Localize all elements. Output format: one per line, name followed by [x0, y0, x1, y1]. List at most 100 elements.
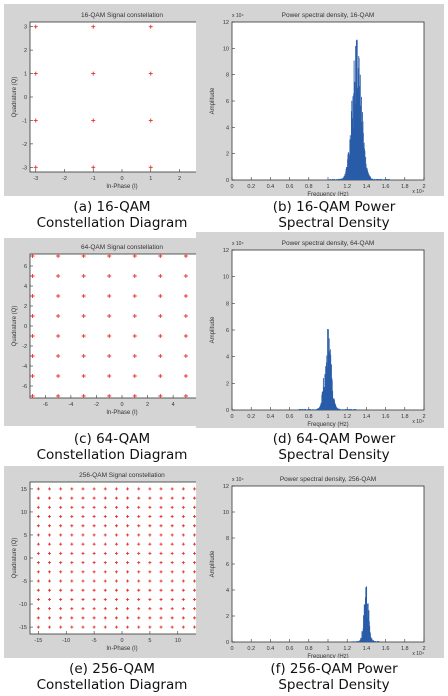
constellation-point — [183, 254, 188, 258]
caption-f-line1: (f) 256-QAM Power — [270, 661, 398, 677]
constellation-point — [126, 487, 130, 491]
constellation-point — [92, 533, 96, 537]
constellation-point — [137, 542, 141, 546]
constellation-point — [81, 625, 85, 629]
constellation-point — [81, 254, 86, 258]
constellation-point — [30, 374, 35, 378]
constellation-point — [103, 561, 107, 565]
constellation-point — [48, 515, 52, 519]
psd-bars — [298, 328, 357, 410]
constellation-point — [36, 551, 40, 555]
constellation-point — [103, 524, 107, 528]
psd-chart-16qam: Power spectral density, 16-QAM x 10⁴ x 10⁴… — [210, 12, 426, 196]
constellation-point — [114, 570, 118, 574]
constellation-point — [30, 274, 35, 278]
caption-a-line2: Constellation Diagram — [36, 215, 188, 231]
constellation-point — [181, 505, 185, 509]
x-tick-label: 1 — [326, 414, 329, 420]
y-tick-label: 10 — [223, 46, 229, 52]
y-tick-label: 10 — [21, 510, 27, 516]
y-tick-label: 4 — [226, 588, 229, 594]
chart-title: 16-QAM Signal constellation — [81, 12, 163, 19]
y-axis-label: Amplitude — [210, 316, 216, 343]
constellation-point — [59, 524, 63, 528]
constellation-point — [170, 597, 174, 601]
x-axis-label: Frequency (Hz) — [307, 654, 348, 658]
x-axis-label: In-Phase (I) — [106, 410, 137, 416]
constellation-point — [33, 165, 38, 170]
constellation-point — [148, 579, 152, 583]
x-tick-label: 2 — [422, 646, 425, 652]
constellation-point — [48, 579, 52, 583]
constellation-chart-16qam: 16-QAM Signal constellation -3 -2 -1 0 1 2 3 -3 -… — [12, 12, 215, 190]
constellation-point — [30, 394, 35, 398]
constellation-point — [170, 551, 174, 555]
caption-d-line2: Spectral Density — [278, 447, 390, 463]
constellation-point — [183, 394, 188, 398]
constellation-point — [92, 607, 96, 611]
constellation-point — [56, 334, 61, 338]
constellation-point — [59, 496, 63, 500]
constellation-point — [126, 524, 130, 528]
constellation-point — [70, 561, 74, 565]
constellation-point — [30, 354, 35, 358]
constellation-point — [132, 294, 137, 298]
x-axis-label: In-Phase (I) — [106, 184, 137, 190]
constellation-point — [36, 524, 40, 528]
constellation-point — [81, 597, 85, 601]
constellation-point — [81, 374, 86, 378]
y-tick-label: -1 — [22, 118, 27, 124]
x-tick-label: 0.6 — [286, 414, 294, 420]
constellation-point — [137, 505, 141, 509]
x-tick-label: 0.4 — [267, 414, 275, 420]
plot-area — [29, 481, 215, 635]
constellation-point — [56, 374, 61, 378]
constellation-point — [91, 118, 96, 123]
constellation-point — [126, 496, 130, 500]
x-axis-label: Frequency (Hz) — [307, 422, 348, 428]
constellation-point — [81, 588, 85, 592]
constellation-point — [126, 597, 130, 601]
y-tick-label: 0 — [24, 324, 27, 330]
constellation-point — [70, 607, 74, 611]
caption-a: (a) 16-QAM Constellation Diagram — [4, 199, 220, 231]
constellation-point — [181, 551, 185, 555]
y-tick-label: 6 — [226, 99, 229, 105]
constellation-point — [56, 394, 61, 398]
chart-panel-a: 16-QAM Signal constellation -3 -2 -1 0 1 2 3 -3 -… — [4, 4, 220, 196]
constellation-point — [114, 561, 118, 565]
constellation-point — [103, 533, 107, 537]
chart-panel-b: Power spectral density, 16-QAM x 10⁴ x 10⁴… — [196, 4, 444, 196]
caption-e-line1: (e) 256-QAM — [69, 661, 155, 677]
constellation-point — [48, 561, 52, 565]
x-axis-label: In-Phase (I) — [106, 646, 137, 652]
constellation-point — [192, 597, 196, 601]
constellation-point — [126, 561, 130, 565]
caption-c-line1: (c) 64-QAM — [73, 431, 151, 447]
constellation-point — [148, 515, 152, 519]
y-tick-label: -2 — [22, 142, 27, 148]
constellation-point — [48, 597, 52, 601]
constellation-point — [170, 625, 174, 629]
constellation-point — [132, 334, 137, 338]
caption-c-line2: Constellation Diagram — [36, 447, 188, 463]
constellation-point — [170, 607, 174, 611]
constellation-point — [103, 570, 107, 574]
constellation-point — [48, 524, 52, 528]
constellation-point — [81, 515, 85, 519]
constellation-point — [159, 607, 163, 611]
constellation-point — [30, 294, 35, 298]
constellation-point — [103, 542, 107, 546]
constellation-point — [81, 542, 85, 546]
constellation-point — [107, 354, 112, 358]
constellation-point — [107, 314, 112, 318]
constellation-point — [114, 496, 118, 500]
x-tick-label: 2 — [422, 414, 425, 420]
y-tick-label: 0 — [226, 408, 229, 414]
constellation-point — [126, 505, 130, 509]
x-tick-label: 0.2 — [247, 184, 255, 190]
x-multiplier-label: x 10⁴ — [412, 651, 424, 657]
x-tick-label: 0.6 — [286, 646, 294, 652]
x-tick-label: -1 — [91, 176, 96, 182]
constellation-point — [148, 542, 152, 546]
